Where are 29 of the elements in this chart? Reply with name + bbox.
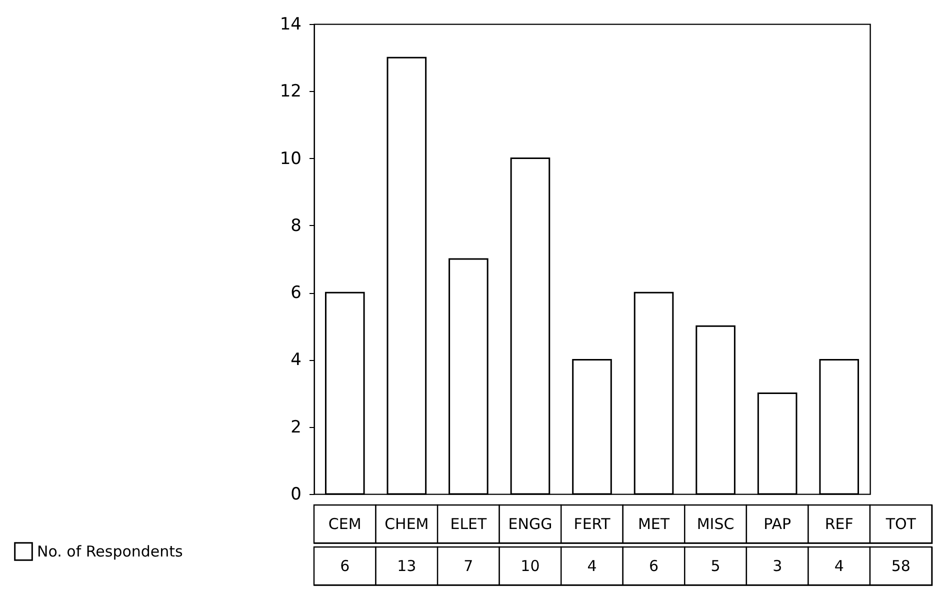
x-tick-label: ENGG	[508, 515, 552, 533]
x-tick-label: ELET	[450, 515, 488, 533]
data-label: 13	[397, 557, 416, 575]
y-tick-label: 6	[290, 283, 302, 304]
x-tick-label: REF	[824, 515, 854, 533]
data-label: 7	[464, 557, 474, 575]
y-tick-label: 4	[290, 350, 302, 370]
text: TOT	[884, 515, 917, 533]
y-tick-label: 12	[280, 82, 302, 102]
y-tick-label: 8	[290, 216, 302, 236]
x-tick-label: MET	[638, 515, 670, 533]
x-tick-label: CEM	[328, 515, 362, 533]
data-label: 10	[520, 557, 540, 575]
data-label: 4	[834, 557, 844, 575]
data-label: 6	[340, 557, 350, 575]
x-tick-label: FERT	[574, 515, 612, 533]
x-tick-label: CHEM	[384, 515, 429, 533]
text: 58	[891, 557, 910, 575]
y-tick-label: 2	[290, 417, 302, 438]
x-tick-label: MISC	[696, 515, 734, 533]
y-tick-label: 0	[290, 484, 302, 504]
data-label: 6	[649, 557, 659, 575]
y-tick-label: 14	[280, 14, 302, 34]
data-label: 4	[587, 557, 597, 575]
legend-label: No. of Respondents	[37, 542, 184, 560]
data-label: 3	[772, 557, 782, 575]
y-tick-label: 10	[280, 148, 302, 169]
x-tick-label: PAP	[764, 515, 792, 533]
data-label: 5	[710, 557, 720, 575]
